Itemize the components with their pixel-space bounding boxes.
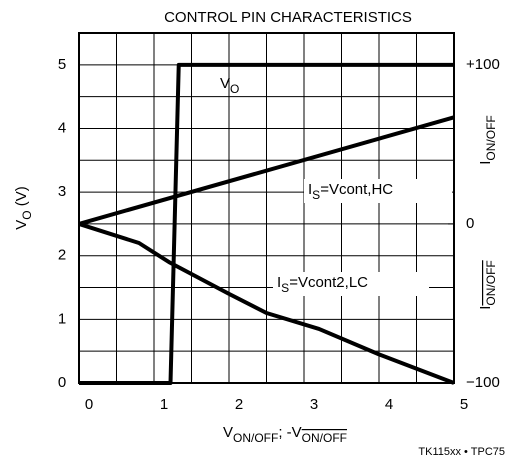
- x-tick-label: 4: [385, 396, 393, 413]
- x-axis-label-part: ; -V: [278, 424, 301, 441]
- y2-tick-label: +100: [466, 56, 500, 73]
- series-label-part: I: [277, 274, 281, 291]
- y-axis-label-part: O: [20, 210, 34, 219]
- y2-axis-label-part: ON/OFF: [484, 260, 498, 305]
- y2-tick-label: −100: [466, 374, 500, 391]
- x-axis-label-part: ON/OFF: [302, 431, 347, 445]
- label-bg: [304, 179, 452, 203]
- x-tick-label: 0: [85, 396, 93, 413]
- plot-frame: [78, 32, 455, 384]
- series-label: IS=Vcont2,LC: [277, 274, 368, 295]
- series-label-part: S: [312, 188, 320, 202]
- y-axis-label: VO (V): [13, 186, 34, 230]
- label-bg: [273, 272, 429, 296]
- series-line: [79, 62, 454, 385]
- y-tick-label: 4: [58, 119, 66, 136]
- y-axis-label-part: (V): [13, 186, 30, 210]
- series-line: [78, 222, 455, 385]
- series-line: [78, 115, 455, 226]
- series-label: IS=Vcont,HC: [308, 181, 393, 202]
- chart-title: CONTROL PIN CHARACTERISTICS: [164, 9, 412, 26]
- footer: TK115xx • TPC75: [418, 446, 505, 458]
- series-label-part: O: [230, 82, 239, 96]
- x-tick-label: 1: [160, 396, 168, 413]
- y-tick-label: 5: [58, 56, 66, 73]
- x-axis-label: VON/OFF; -VON/OFF: [223, 424, 347, 445]
- y2-axis-label: ION/OFF: [477, 115, 498, 165]
- series-label-part: V: [220, 75, 230, 92]
- y-tick-label: 0: [58, 374, 66, 391]
- y-tick-label: 1: [58, 310, 66, 327]
- y2-axis-label-part: I: [477, 306, 494, 310]
- x-tick-label: 3: [310, 396, 318, 413]
- series-label-part: I: [308, 181, 312, 198]
- series-label-part: =Vcont2,LC: [289, 274, 368, 291]
- x-axis-label-part: V: [223, 424, 233, 441]
- series-label-part: S: [281, 281, 289, 295]
- series-label: VO: [220, 75, 239, 96]
- y-axis-label-part: V: [13, 220, 30, 230]
- y-tick-label: 2: [58, 247, 66, 264]
- y-tick-label: 3: [58, 183, 66, 200]
- series-label-part: =Vcont,HC: [320, 181, 393, 198]
- y2-axis-label: ION/OFF: [477, 260, 498, 310]
- y2-tick-label: 0: [466, 215, 474, 232]
- y2-axis-label-part: ON/OFF: [484, 115, 498, 160]
- x-tick-label: 5: [460, 396, 468, 413]
- x-axis-label-part: ON/OFF: [233, 431, 278, 445]
- y2-axis-label-part: I: [477, 161, 494, 165]
- x-tick-label: 2: [235, 396, 243, 413]
